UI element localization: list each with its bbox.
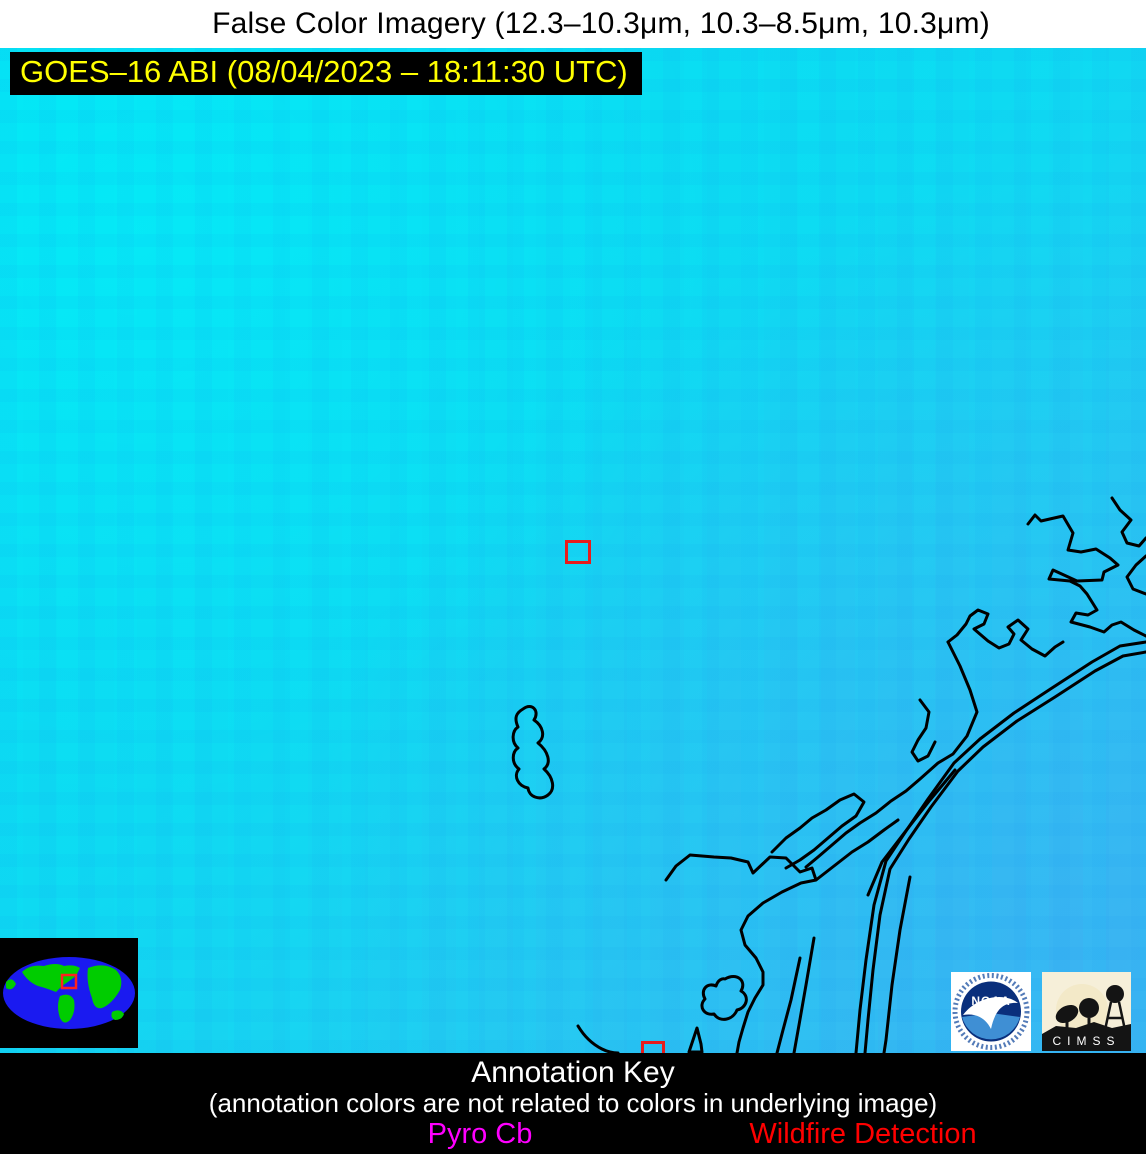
annotation-key-title: Annotation Key: [471, 1056, 675, 1089]
cimss-wordmark: CIMSS: [1052, 1034, 1120, 1048]
noaa-wordmark: NOAA: [971, 994, 1010, 1008]
satellite-timestamp-label: GOES–16 ABI (08/04/2023 – 18:11:30 UTC): [10, 52, 642, 95]
cimss-observatory-icon: [1042, 985, 1131, 1051]
coastline-overlay: [511, 496, 1146, 1053]
locator-map-marker: [60, 973, 78, 990]
annotation-legend: Pyro Cb Wildfire Detection: [0, 1118, 1146, 1152]
noaa-gull-icon: [963, 996, 1018, 1029]
noaa-logo: NOAA: [951, 972, 1031, 1051]
noaa-ring-text: [952, 973, 1030, 1050]
cimss-logo: CIMSS: [1042, 972, 1131, 1051]
locator-map: [0, 938, 138, 1048]
page-title: False Color Imagery (12.3–10.3μm, 10.3–8…: [212, 7, 990, 40]
annotation-key-bar: Annotation Key (annotation colors are no…: [0, 1053, 1146, 1154]
coastline-paths: [511, 496, 1146, 1053]
annotation-key-subtitle: (annotation colors are not related to co…: [208, 1088, 938, 1118]
imagery-canvas: GOES–16 ABI (08/04/2023 – 18:11:30 UTC): [0, 48, 1146, 1053]
locator-continents: [6, 964, 124, 1023]
legend-pyro-cb: Pyro Cb: [427, 1118, 533, 1150]
wildfire-detection-marker: [641, 1041, 665, 1053]
legend-wildfire-detection: Wildfire Detection: [749, 1118, 977, 1150]
title-bar: False Color Imagery (12.3–10.3μm, 10.3–8…: [0, 0, 1146, 48]
wildfire-detection-marker: [565, 540, 591, 564]
